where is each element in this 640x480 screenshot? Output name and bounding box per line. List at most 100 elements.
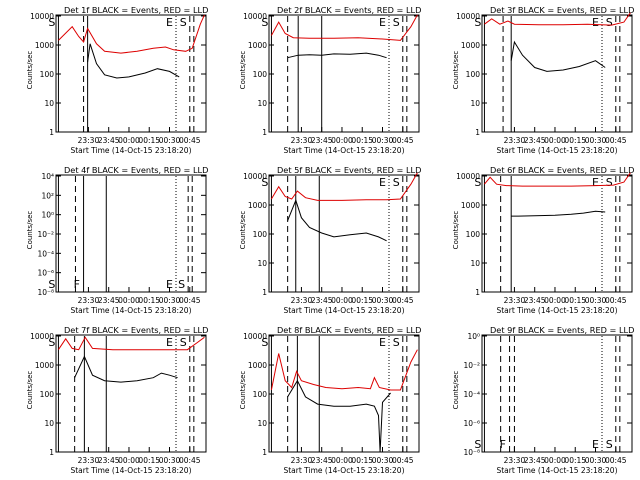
x-tick-label: 00:15 [564,456,586,465]
panel-title: Det 5f BLACK = Events, RED = LLD [277,165,421,175]
marker-label: E [592,176,599,189]
y-tick-label: 100 [40,70,55,79]
marker-label: S [474,176,481,189]
marker-label: S [393,176,400,189]
y-axis-label: Counts/sec [26,211,34,250]
events-series-line [287,198,387,242]
y-tick-label: 100 [253,70,268,79]
x-tick-label: 23:30 [504,136,526,145]
panel-title: Det 2f BLACK = Events, RED = LLD [277,5,421,15]
y-tick-label: 10⁻⁶ [37,269,54,278]
plot-frame [268,14,420,133]
x-axis-label: Start Time (14-Oct-15 23:18:20) [496,466,617,475]
x-tick-label: 00:45 [605,136,627,145]
y-tick-label: 10⁻² [463,361,480,370]
plot-frame [268,174,420,293]
marker-label: E [379,176,386,189]
marker-label: S [178,278,185,291]
marker-label: S [261,336,268,349]
y-tick-label: 10 [257,99,267,108]
y-axis-label: Counts/sec [452,51,460,90]
x-tick-label: 00:30 [372,296,394,305]
detector-panel-1: Det 1f BLACK = Events, RED = LLD 1 10 100 10… [26,5,208,155]
x-tick-label: 00:45 [179,136,201,145]
y-tick-label: 10 [44,99,54,108]
plot-frame [481,174,633,293]
x-tick-label: 00:30 [372,136,394,145]
x-tick-label: 00:15 [351,296,373,305]
marker-label: S [606,16,613,29]
plot-frame [481,334,633,453]
y-tick-label: 1 [475,288,480,297]
x-axis-label: Start Time (14-Oct-15 23:18:20) [496,146,617,155]
y-axis-label: Counts/sec [239,211,247,250]
x-tick-label: 00:00 [544,296,566,305]
marker-label: E [379,16,386,29]
x-tick-label: 00:30 [372,456,394,465]
y-tick-label: 10 [257,259,267,268]
x-tick-label: 00:00 [544,456,566,465]
x-tick-label: 00:45 [605,296,627,305]
y-tick-label: 100 [253,390,268,399]
x-tick-label: 23:30 [78,136,100,145]
marker-label: S [393,16,400,29]
y-tick-label: 10 [470,99,480,108]
x-tick-label: 23:30 [78,296,100,305]
plot-frame [268,334,420,453]
y-tick-label: 1000 [248,201,267,210]
panel-title: Det 1f BLACK = Events, RED = LLD [64,5,208,15]
x-tick-label: 23:45 [98,456,120,465]
y-tick-label: 10⁰ [41,211,54,220]
x-tick-label: 00:00 [331,456,353,465]
x-tick-label: 00:00 [331,296,353,305]
x-tick-label: 00:00 [118,456,140,465]
marker-label: E [592,16,599,29]
x-tick-label: 23:30 [291,136,313,145]
x-tick-label: 00:30 [159,136,181,145]
y-tick-label: 10000 [456,172,480,181]
marker-label: S [261,176,268,189]
x-tick-label: 23:30 [504,456,526,465]
marker-label: E [166,16,173,29]
x-tick-label: 00:00 [118,136,140,145]
marker-label: S [606,438,613,451]
detector-panel-8: Det 8f BLACK = Events, RED = LLD 1 10 100 10… [239,325,421,475]
events-series-line [287,379,391,453]
events-series-line [87,43,180,79]
x-tick-label: 23:30 [504,296,526,305]
x-tick-label: 00:30 [159,456,181,465]
x-tick-label: 23:45 [311,456,333,465]
x-axis-label: Start Time (14-Oct-15 23:18:20) [70,306,191,315]
y-tick-label: 1000 [248,41,267,50]
y-tick-label: 10⁻⁴ [463,390,480,399]
marker-label: S [261,16,268,29]
x-tick-label: 00:45 [392,456,414,465]
x-tick-label: 23:45 [98,296,120,305]
y-tick-label: 10000 [30,12,54,21]
y-tick-label: 1 [475,128,480,137]
y-tick-label: 1000 [35,41,54,50]
y-tick-label: 1 [49,448,54,457]
x-axis-label: Start Time (14-Oct-15 23:18:20) [70,146,191,155]
marker-label: S [48,278,55,291]
y-tick-label: 10⁻⁸ [463,448,480,457]
x-tick-label: 00:00 [331,136,353,145]
detector-panel-9: Det 9f BLACK = Events, RED = LLD 10⁻⁸ 10⁻⁶… [452,325,634,475]
x-tick-label: 23:45 [311,296,333,305]
marker-label: E [379,336,386,349]
marker-label: S [48,336,55,349]
y-tick-label: 10000 [243,172,267,181]
y-tick-label: 1 [262,128,267,137]
x-axis-label: Start Time (14-Oct-15 23:18:20) [70,466,191,475]
x-tick-label: 23:45 [524,296,546,305]
y-tick-label: 10⁻² [37,230,54,239]
y-tick-label: 10 [257,419,267,428]
x-tick-label: 00:15 [138,456,160,465]
x-tick-label: 00:30 [585,136,607,145]
y-tick-label: 10² [41,191,54,200]
detector-panel-4: Det 4f BLACK = Events, RED = LLD 10⁻⁸ 10⁻⁶… [26,165,208,315]
y-tick-label: 100 [253,230,268,239]
panel-title: Det 3f BLACK = Events, RED = LLD [490,5,634,15]
x-tick-label: 00:15 [138,136,160,145]
